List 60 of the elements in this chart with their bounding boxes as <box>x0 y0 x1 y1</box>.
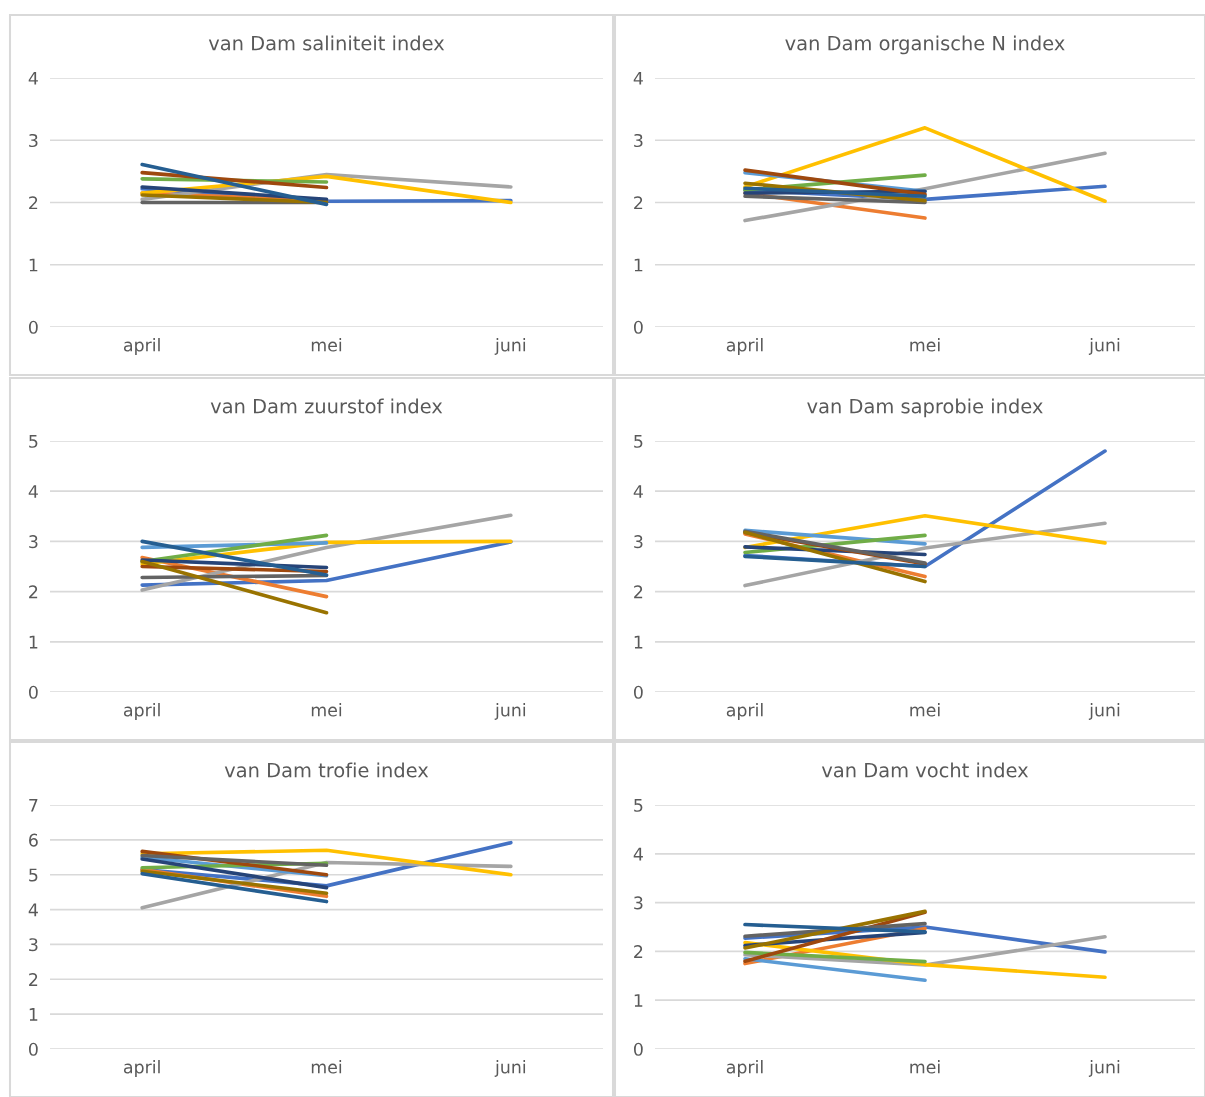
y-tick-label: 4 <box>633 485 643 498</box>
x-tick-label: mei <box>311 338 342 352</box>
y-tick-label: 1 <box>634 994 643 1007</box>
y-tick-label: 5 <box>29 434 38 448</box>
y-tick-label: 5 <box>634 434 643 448</box>
x-tick-label: april <box>123 338 160 355</box>
x-tick-label: juni <box>494 1060 526 1077</box>
y-tick-label: 4 <box>28 903 38 917</box>
y-tick-label: 4 <box>28 485 38 498</box>
x-tick-label: juni <box>1088 338 1120 355</box>
y-tick-label: 1 <box>634 258 643 272</box>
y-tick-label: 0 <box>28 320 38 334</box>
y-tick-label: 3 <box>29 133 38 148</box>
x-tick-label: mei <box>910 338 940 352</box>
y-tick-label: 3 <box>29 535 38 549</box>
y-tick-label: 7 <box>29 798 38 812</box>
y-tick-label: 3 <box>29 938 38 952</box>
y-tick-label: 1 <box>634 635 643 649</box>
x-tick-label: mei <box>910 703 940 717</box>
x-tick-label: april <box>726 1060 763 1077</box>
x-tick-label: juni <box>1088 703 1120 720</box>
y-tick-label: 0 <box>633 320 643 334</box>
y-tick-label: 2 <box>634 945 643 958</box>
y-tick-label: 0 <box>28 1042 38 1056</box>
y-tick-label: 4 <box>28 71 38 85</box>
y-tick-label: 0 <box>28 685 38 699</box>
chart-title: van Dam vocht index <box>821 762 1029 778</box>
y-tick-label: 2 <box>634 585 643 599</box>
y-tick-label: 3 <box>634 896 643 910</box>
y-tick-label: 3 <box>634 133 643 148</box>
x-tick-label: mei <box>311 703 342 717</box>
y-tick-label: 1 <box>29 1008 38 1021</box>
chart-title: van Dam trofie index <box>224 762 429 778</box>
y-tick-label: 4 <box>633 847 643 861</box>
x-tick-label: juni <box>494 338 526 355</box>
y-tick-label: 0 <box>633 685 643 699</box>
x-tick-label: juni <box>494 703 526 720</box>
y-tick-label: 4 <box>633 71 643 85</box>
y-tick-label: 5 <box>29 868 38 882</box>
y-tick-label: 1 <box>29 258 38 272</box>
y-tick-label: 0 <box>633 1042 643 1056</box>
y-tick-label: 2 <box>634 196 643 210</box>
x-tick-label: april <box>726 338 763 355</box>
x-tick-label: april <box>726 703 763 720</box>
y-tick-label: 2 <box>29 973 38 986</box>
x-tick-label: april <box>123 1060 160 1077</box>
chart-title: van Dam organische N index <box>785 35 1065 55</box>
x-tick-label: april <box>123 703 160 720</box>
y-tick-label: 3 <box>634 535 643 549</box>
chart-title: van Dam zuurstof index <box>210 398 443 414</box>
chart-title: van Dam saliniteit index <box>208 35 445 51</box>
x-tick-label: juni <box>1088 1060 1120 1077</box>
y-tick-label: 1 <box>29 635 38 649</box>
x-tick-label: mei <box>910 1060 940 1074</box>
y-tick-label: 2 <box>29 196 38 210</box>
y-tick-label: 5 <box>634 798 643 812</box>
x-tick-label: mei <box>311 1060 342 1074</box>
y-tick-label: 2 <box>29 585 38 599</box>
y-tick-label: 6 <box>29 833 38 847</box>
chart-title: van Dam saprobie index <box>807 398 1043 418</box>
